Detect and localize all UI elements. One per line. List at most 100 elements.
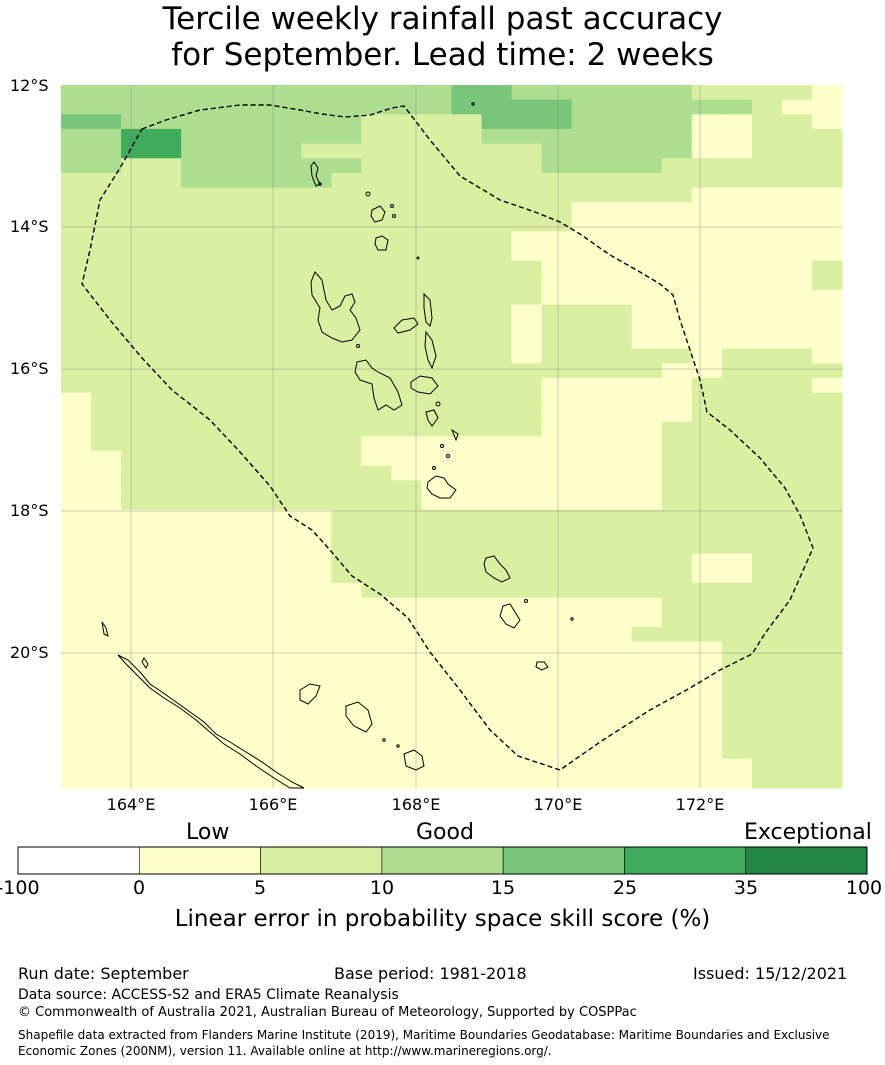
- grid-cell: [301, 480, 332, 496]
- grid-cell: [391, 333, 423, 350]
- grid-cell: [451, 202, 483, 218]
- grid-cell: [721, 495, 753, 511]
- grid-cell: [331, 612, 362, 628]
- grid-cell: [151, 641, 182, 657]
- grid-cell: [631, 392, 663, 408]
- grid-cell: [331, 626, 362, 643]
- grid-cell: [541, 246, 573, 262]
- grid-cell: [271, 158, 302, 174]
- grid-cell: [691, 773, 723, 789]
- grid-cell: [91, 260, 122, 276]
- grid-cell: [301, 539, 332, 555]
- grid-cell: [211, 641, 242, 657]
- grid-cell: [451, 436, 483, 452]
- grid-cell: [721, 216, 753, 233]
- grid-cell: [301, 260, 332, 276]
- grid-cell: [691, 187, 723, 203]
- grid-cell: [511, 363, 543, 379]
- grid-cell: [91, 85, 122, 101]
- grid-cell: [331, 158, 362, 174]
- grid-cell: [511, 758, 543, 774]
- grid-cell: [601, 421, 633, 438]
- grid-cell: [511, 714, 543, 731]
- grid-cell: [61, 143, 92, 159]
- grid-cell: [751, 231, 783, 247]
- grid-cell: [691, 685, 723, 701]
- grid-cell: [601, 290, 633, 306]
- grid-cell: [511, 582, 543, 599]
- grid-cell: [631, 568, 663, 584]
- grid-cell: [211, 231, 242, 247]
- grid-cell: [751, 407, 783, 423]
- grid-cell: [181, 319, 212, 335]
- grid-cell: [421, 348, 453, 364]
- grid-cell: [361, 392, 393, 408]
- grid-cell: [811, 626, 843, 643]
- grid-cell: [631, 465, 663, 482]
- grid-cell: [511, 670, 543, 687]
- grid-cell: [121, 114, 152, 130]
- grid-cell: [631, 714, 663, 731]
- grid-cell: [541, 377, 573, 394]
- grid-cell: [301, 231, 332, 247]
- grid-cell: [241, 597, 272, 613]
- grid-cell: [481, 319, 513, 335]
- grid-cell: [331, 480, 362, 496]
- grid-cell: [91, 509, 122, 525]
- grid-cell: [61, 670, 92, 687]
- grid-cell: [751, 480, 783, 496]
- grid-cell: [151, 480, 182, 496]
- grid-cell: [271, 85, 302, 101]
- grid-cell: [721, 626, 753, 643]
- grid-cell: [571, 729, 603, 745]
- grid-cell: [241, 290, 272, 306]
- grid-cell: [661, 612, 693, 628]
- grid-cell: [811, 172, 843, 189]
- grid-cell: [811, 333, 843, 350]
- colorbar-tick: -100: [0, 877, 40, 899]
- grid-cell: [361, 114, 393, 130]
- grid-cell: [751, 114, 783, 130]
- grid-cell: [391, 319, 423, 335]
- grid-cell: [391, 714, 423, 731]
- grid-cell: [601, 333, 633, 350]
- grid-cell: [121, 363, 152, 379]
- grid-cell: [121, 495, 152, 511]
- grid-cell: [661, 773, 693, 789]
- grid-cell: [421, 568, 453, 584]
- grid-cell: [121, 348, 152, 364]
- grid-cell: [601, 275, 633, 291]
- grid-cell: [691, 700, 723, 716]
- grid-cell: [481, 143, 513, 159]
- grid-cell: [271, 304, 302, 320]
- grid-cell: [691, 758, 723, 774]
- grid-cell: [511, 99, 543, 115]
- grid-cell: [691, 246, 723, 262]
- grid-cell: [811, 700, 843, 716]
- grid-cell: [421, 333, 453, 350]
- grid-cell: [631, 333, 663, 350]
- grid-cell: [511, 612, 543, 628]
- grid-cell: [631, 260, 663, 276]
- grid-cell: [811, 509, 843, 525]
- grid-cell: [541, 744, 573, 760]
- grid-cell: [421, 246, 453, 262]
- grid-cell: [271, 539, 302, 555]
- grid-cell: [61, 465, 92, 482]
- grid-cell: [601, 407, 633, 423]
- grid-cell: [571, 568, 603, 584]
- grid-cell: [421, 524, 453, 540]
- grid-cell: [541, 187, 573, 203]
- grid-cell: [361, 304, 393, 320]
- grid-cell: [811, 231, 843, 247]
- grid-cell: [631, 685, 663, 701]
- grid-cell: [811, 480, 843, 496]
- grid-cell: [61, 246, 92, 262]
- grid-cell: [661, 685, 693, 701]
- colorbar-tick: 15: [490, 877, 516, 899]
- grid-cell: [571, 275, 603, 291]
- grid-cell: [391, 524, 423, 540]
- grid-cell: [601, 260, 633, 276]
- grid-cell: [661, 480, 693, 496]
- grid-cell: [631, 216, 663, 233]
